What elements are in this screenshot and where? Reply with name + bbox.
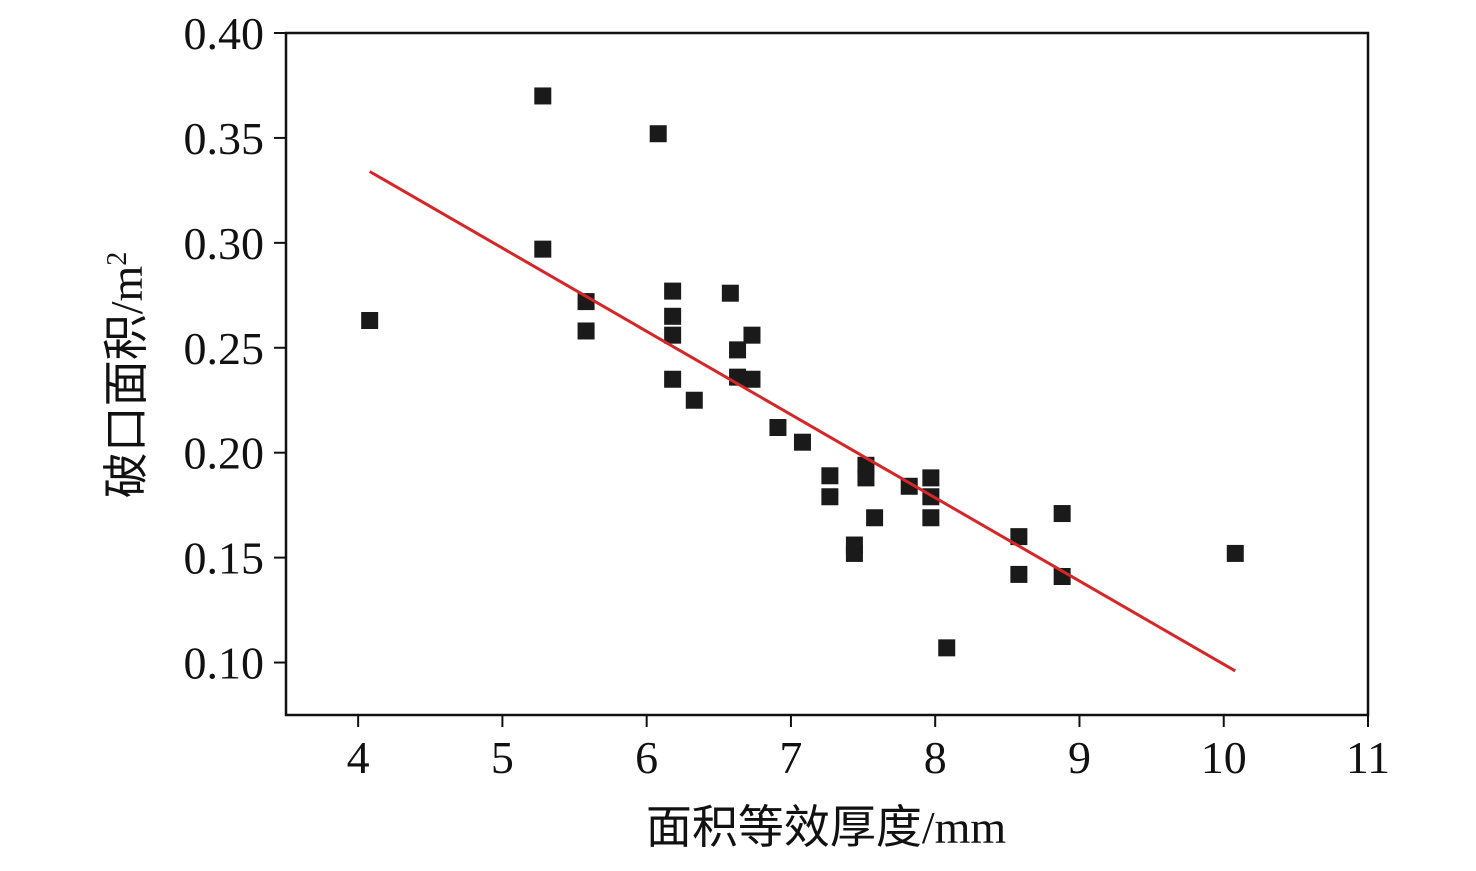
y-tick-label: 0.25 (184, 323, 265, 374)
scatter-point (729, 341, 747, 359)
scatter-point (685, 391, 703, 409)
y-axis-title-main: 破口面积/m (101, 266, 152, 499)
scatter-point (664, 370, 682, 388)
scatter-point (938, 639, 956, 657)
x-tick-label: 5 (491, 732, 514, 783)
scatter-point (857, 469, 875, 487)
x-axis-title: 面积等效厚度/mm (646, 802, 1007, 853)
y-tick-label: 0.40 (184, 8, 265, 59)
scatter-point (1010, 565, 1028, 583)
x-tick-label: 9 (1068, 732, 1091, 783)
scatter-point (649, 125, 667, 143)
scatter-point (845, 544, 863, 562)
scatter-point (793, 433, 811, 451)
y-tick-label: 0.35 (184, 113, 265, 164)
y-tick-label: 0.30 (184, 218, 265, 269)
scatter-point (1053, 505, 1071, 523)
x-tick-label: 7 (779, 732, 802, 783)
scatter-point (664, 307, 682, 325)
scatter-point (821, 467, 839, 485)
scatter-point (922, 509, 940, 527)
scatter-point (534, 87, 552, 105)
y-tick-label: 0.15 (184, 533, 265, 584)
scatter-point (721, 284, 739, 302)
scatter-point (866, 509, 884, 527)
y-axis-title-superscript: 2 (102, 252, 133, 266)
scatter-point (821, 488, 839, 506)
plot-area (361, 87, 1244, 673)
scatter-point (534, 240, 552, 258)
x-tick-label: 8 (924, 732, 947, 783)
scatter-point (361, 311, 379, 329)
y-tick-label: 0.10 (184, 638, 265, 689)
y-tick-label: 0.20 (184, 428, 265, 479)
x-tick-label: 4 (347, 732, 370, 783)
scatter-point (664, 326, 682, 344)
scatter-point (743, 370, 761, 388)
x-tick-label: 6 (635, 732, 658, 783)
scatter-point (577, 322, 595, 340)
scatter-point (1226, 544, 1244, 562)
fit-line (368, 170, 1237, 673)
x-tick-label: 10 (1201, 732, 1247, 783)
scatter-point (664, 282, 682, 300)
plot-frame (284, 31, 1370, 717)
x-tick-label: 11 (1346, 732, 1390, 783)
axes: 4 5 6 7 8 9 10 11 0.10 0.15 0.20 0.25 0.30 0.35 0.40 (184, 8, 1391, 783)
scatter-point (1010, 528, 1028, 546)
scatter-point (743, 326, 761, 344)
y-axis-title: 破口面积/m2 (101, 252, 152, 499)
scatter-point (769, 419, 787, 437)
axis-labels: 面积等效厚度/mm 破口面积/m2 (101, 252, 1006, 853)
scatter-point (922, 469, 940, 487)
